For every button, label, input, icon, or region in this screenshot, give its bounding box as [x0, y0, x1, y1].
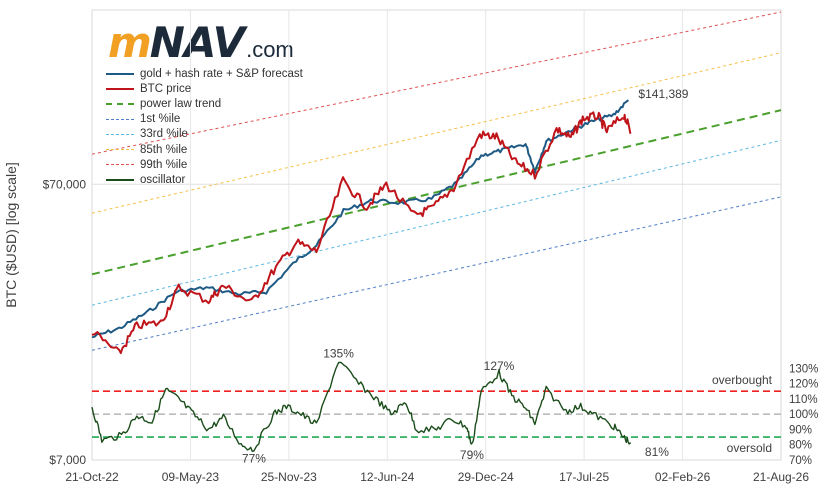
- oscillator-annotation: 135%: [323, 347, 354, 361]
- oscillator-annotation: 127%: [484, 359, 515, 373]
- x-tick-label: 02-Feb-26: [655, 470, 711, 484]
- legend-swatch: [106, 87, 134, 90]
- legend-swatch: [106, 178, 134, 181]
- series-line-1st-ile: [91, 196, 782, 351]
- oscillator-tick-label: 70%: [789, 455, 812, 467]
- series-line-power-law-trend: [91, 109, 782, 276]
- logo-nav: NAV: [149, 18, 245, 67]
- legend-label: gold + hash rate + S&P forecast: [140, 67, 303, 80]
- oscillator-annotation: 79%: [460, 448, 484, 462]
- legend-label: 99th %ile: [140, 158, 188, 171]
- oscillator-tick-label: 130%: [789, 363, 818, 375]
- series-line-btc-price: [91, 111, 632, 355]
- legend-swatch: [106, 164, 134, 166]
- x-tick-label: 29-Dec-24: [458, 470, 514, 484]
- legend-item: 33rd %ile: [106, 127, 303, 142]
- legend-label: 33rd %ile: [140, 128, 188, 141]
- oscillator-tick-label: 100%: [789, 409, 818, 421]
- x-tick-label: 21-Aug-26: [753, 470, 809, 484]
- legend-label: power law trend: [140, 97, 222, 110]
- x-tick-label: 17-Jul-25: [559, 470, 609, 484]
- x-tick-label: 09-May-23: [162, 470, 220, 484]
- legend-item: power law trend: [106, 96, 303, 111]
- oversold-label: oversold: [727, 441, 772, 455]
- logo-m: m: [108, 18, 152, 67]
- oscillator-annotation: 77%: [242, 451, 266, 465]
- legend-item: gold + hash rate + S&P forecast: [106, 66, 303, 81]
- y-tick-label: $70,000: [43, 177, 87, 191]
- oscillator-line: [91, 361, 631, 452]
- legend-swatch: [106, 133, 134, 135]
- x-tick-label: 21-Oct-22: [65, 470, 119, 484]
- y-axis-title: BTC ($USD) [log scale]: [3, 162, 19, 307]
- legend-item: BTC price: [106, 81, 303, 96]
- chart-legend: gold + hash rate + S&P forecast BTC price…: [106, 66, 303, 188]
- price-annotation: $141,389: [638, 87, 688, 101]
- legend-label: oscillator: [140, 173, 186, 186]
- legend-label: 85th %ile: [140, 143, 188, 156]
- legend-item: 85th %ile: [106, 142, 303, 157]
- mnav-logo: m NAV .com: [108, 18, 294, 67]
- logo-com: .com: [246, 37, 294, 62]
- legend-item: oscillator: [106, 172, 303, 187]
- x-tick-label: 12-Jun-24: [360, 470, 414, 484]
- y-tick-label: $7,000: [49, 453, 86, 467]
- legend-swatch: [106, 118, 134, 120]
- oscillator-tick-label: 110%: [789, 394, 818, 406]
- overbought-label: overbought: [712, 373, 773, 387]
- legend-label: BTC price: [140, 82, 192, 95]
- plot-frame: [91, 9, 782, 461]
- x-tick-label: 25-Nov-23: [261, 470, 317, 484]
- legend-item: 99th %ile: [106, 157, 303, 172]
- legend-item: 1st %ile: [106, 112, 303, 127]
- legend-swatch: [106, 102, 134, 105]
- legend-label: 1st %ile: [140, 113, 181, 126]
- oscillator-annotation: 81%: [645, 445, 669, 459]
- series-line-33rd-ile: [91, 139, 782, 306]
- legend-swatch: [106, 149, 134, 151]
- oscillator-tick-label: 120%: [789, 379, 818, 391]
- series-line-85th-ile: [91, 52, 782, 214]
- oscillator-tick-label: 90%: [789, 424, 812, 436]
- oscillator-tick-label: 80%: [789, 440, 812, 452]
- legend-swatch: [106, 72, 134, 75]
